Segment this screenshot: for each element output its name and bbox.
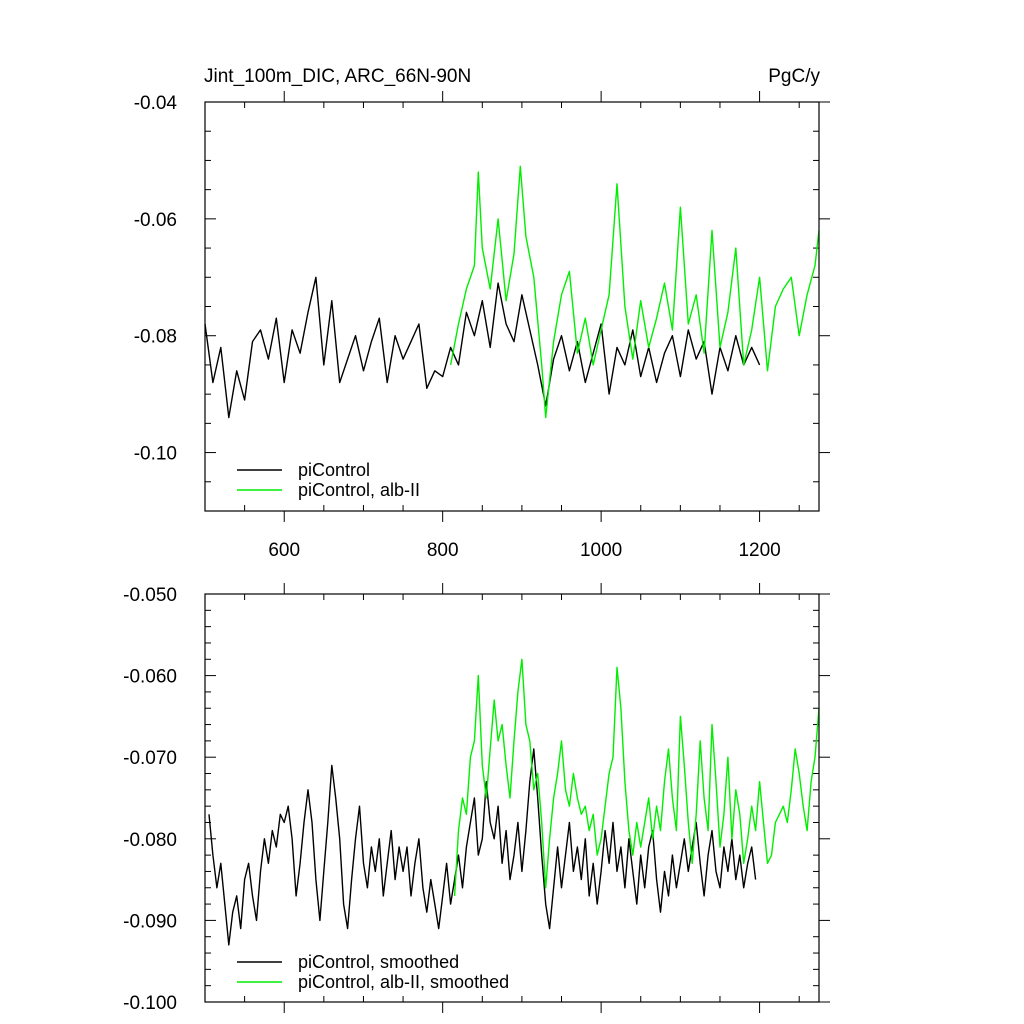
- top-series-group: [204, 165, 820, 419]
- bottom-axis-ticks: -0.100 -0.090 -0.080 -0.070 -0.060 -0.050: [123, 583, 830, 1014]
- top-y-tick-label: -0.10: [134, 444, 177, 465]
- bottom-series-line-0: [208, 748, 757, 946]
- legend-label-piControl-smoothed: piControl, smoothed: [298, 952, 459, 972]
- top-series-line-1: [449, 165, 820, 419]
- top-x-tick-label: 1200: [738, 540, 780, 561]
- bottom-y-tick-label: -0.070: [123, 748, 177, 769]
- legend-label-piControl-alb-II: piControl, alb-II: [298, 480, 420, 500]
- bottom-y-tick-label: -0.060: [123, 667, 177, 688]
- bottom-y-tick-label: -0.050: [123, 585, 177, 606]
- bottom-series-line-1: [453, 658, 820, 896]
- bottom-legend: piControl, smoothed piControl, alb-II, s…: [237, 952, 509, 992]
- bottom-y-tick-label: -0.090: [123, 911, 177, 932]
- bottom-series-group: [208, 658, 820, 946]
- top-y-tick-label: -0.06: [134, 210, 177, 231]
- bottom-y-tick-label: -0.100: [123, 993, 177, 1014]
- top-y-tick-label: -0.08: [134, 327, 177, 348]
- legend-label-piControl: piControl: [298, 460, 370, 480]
- top-x-tick-label: 1000: [580, 540, 622, 561]
- top-x-tick-label: 600: [268, 540, 300, 561]
- top-panel: Jint_100m_DIC, ARC_66N-90N PgC/y 600 800 1…: [134, 66, 830, 561]
- top-title-left: Jint_100m_DIC, ARC_66N-90N: [204, 66, 471, 87]
- bottom-y-tick-label: -0.080: [123, 830, 177, 851]
- top-axis-ticks: 600 800 1000 1200 -0.10 -0.08 -0.06 -0.04: [134, 91, 830, 561]
- bottom-plot-frame: [204, 593, 820, 1003]
- bottom-panel: -0.100 -0.090 -0.080 -0.070 -0.060 -0.050 piC…: [123, 583, 830, 1014]
- top-x-tick-label: 800: [427, 540, 459, 561]
- top-title-right: PgC/y: [768, 66, 820, 87]
- top-legend: piControl piControl, alb-II: [237, 460, 420, 500]
- top-plot-frame: [204, 101, 820, 512]
- top-series-line-0: [204, 276, 761, 419]
- legend-label-piControl-alb-II-smoothed: piControl, alb-II, smoothed: [298, 972, 509, 992]
- top-y-tick-label: -0.04: [134, 93, 178, 114]
